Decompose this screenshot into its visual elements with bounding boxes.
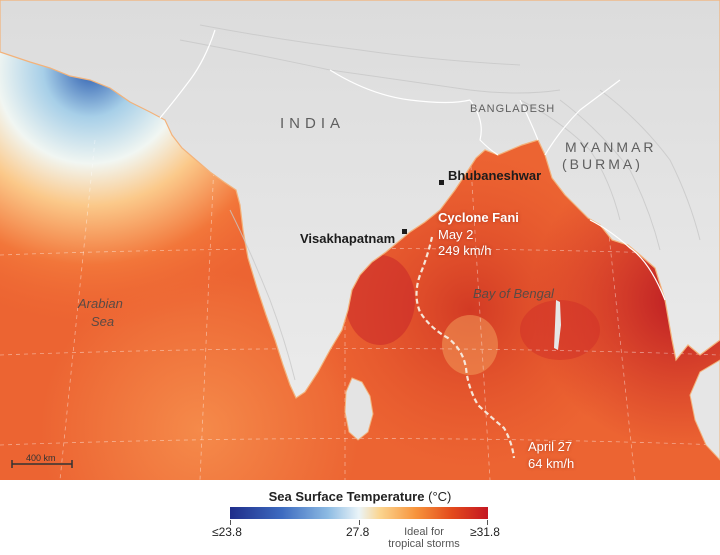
label-arabian-sea: Arabian: [78, 296, 123, 311]
country-borders: [159, 29, 666, 301]
label-bhubaneshwar: Bhubaneshwar: [448, 168, 542, 183]
label-bay-of-bengal: Bay of Bengal: [473, 286, 554, 301]
terrain-shading: [179, 24, 701, 381]
tick-max: [487, 520, 488, 525]
legend-note-line1: Ideal for: [404, 526, 444, 538]
legend-note-line2: tropical storms: [388, 538, 460, 550]
label-bangladesh: BANGLADESH: [470, 103, 556, 115]
legend-max-label: ≥31.8: [470, 525, 500, 539]
legend-min-label: ≤23.8: [212, 525, 242, 539]
color-bar: [230, 507, 488, 519]
tick-min: [230, 520, 231, 525]
label-india: INDIA: [280, 115, 346, 132]
label-arabian-sea-2: Sea: [91, 314, 115, 329]
label-visakhapatnam: Visakhapatnam: [300, 231, 396, 246]
label-start-speed: 64 km/h: [528, 456, 575, 471]
label-myanmar: MYANMAR: [565, 139, 657, 155]
label-start-date: April 27: [528, 439, 573, 454]
visakhapatnam-marker: [402, 229, 407, 234]
land-sri-lanka: [344, 377, 374, 441]
legend-mid-label: 27.8: [346, 525, 370, 539]
land-andaman-islands: [554, 300, 561, 350]
land-malay-peninsula: [689, 359, 720, 461]
bhubaneshwar-marker: [439, 180, 444, 185]
sea-surface-temperature-map: [0, 0, 720, 480]
scale-bar-line: [11, 460, 73, 468]
legend-title-text: Sea Surface Temperature: [268, 489, 425, 504]
legend: Sea Surface Temperature (°C) ≤23.8 27.8 …: [0, 480, 720, 555]
legend-unit: (°C): [428, 489, 452, 504]
label-cyclone-name: Cyclone Fani: [438, 210, 519, 225]
cyclone-track: [415, 236, 516, 459]
label-burma: (BURMA): [562, 156, 643, 172]
legend-note: Ideal for tropical storms: [378, 526, 470, 550]
label-cyclone-date: May 2: [438, 227, 474, 242]
land-mainland: [0, 0, 720, 399]
label-scale-bar: 400 km: [26, 453, 56, 463]
label-cyclone-speed: 249 km/h: [438, 243, 492, 258]
legend-title: Sea Surface Temperature (°C): [0, 489, 720, 504]
tick-mid: [359, 520, 360, 525]
